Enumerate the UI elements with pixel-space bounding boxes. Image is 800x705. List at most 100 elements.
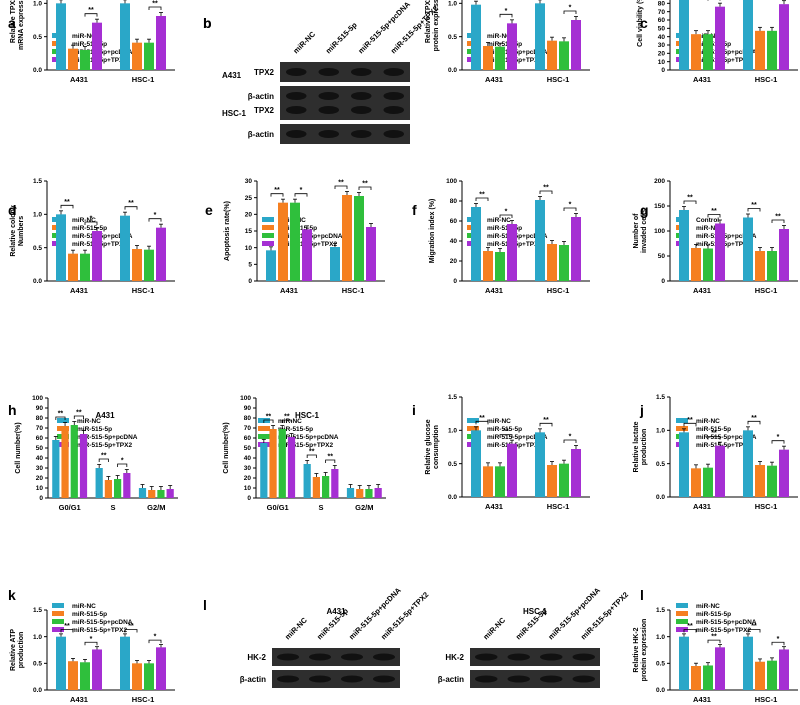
bar [68,253,78,281]
x-tick-label: G2/M [147,503,165,512]
y-tick-label: 100 [32,395,43,402]
sig-bracket [683,200,697,204]
bar [507,224,517,281]
blot-lane-label: miR-515-5p+pcDNA [347,585,403,641]
x-tick-label: A431 [485,286,503,295]
panel-letter-e: e [205,202,213,218]
y-axis-label: Apoptosis rate(%) [224,201,231,261]
y-tick-label: 1.5 [33,607,42,614]
bar [269,429,277,498]
panel-letter-b: b [203,15,212,31]
sig-bracket [499,214,513,218]
sig-bracket [148,218,162,222]
y-axis-label: Relative TPX2 [10,0,17,43]
legend-label: miR-515-5p+pcDNA [696,619,757,626]
blot-strip [470,648,600,666]
y-tick-label: 80 [244,415,252,422]
y-tick-label: 80 [658,1,666,8]
bar [374,488,382,498]
sig-bracket [73,415,84,419]
x-tick-label: A431 [280,286,298,295]
bar [779,449,789,497]
sig-label: * [569,5,572,12]
panel-letter-d: d [8,202,17,218]
bar [156,647,166,690]
y-tick-label: 20 [244,475,252,482]
bar [342,195,352,281]
legend-label: miR-515-5p [72,225,107,232]
bar [755,465,765,497]
blot-strip [470,670,600,688]
legend-label: miR-515-5p+pcDNA [487,49,548,56]
y-tick-label: 80 [36,415,44,422]
y-tick-label: 0 [248,278,252,285]
blot-row-label: HK-2 [445,653,464,662]
legend-label: miR-NC [487,33,511,40]
blot-band [383,130,404,138]
sig-label: * [505,209,508,216]
sig-label: ** [543,417,549,424]
legend-label: miR-515-5p+pcDNA [282,233,343,240]
sig-label: ** [362,181,368,188]
y-tick-label: 1.5 [656,394,665,401]
blot-row-label: β-actin [248,92,274,101]
blot-band [286,130,307,138]
y-tick-label: 0.0 [656,687,665,694]
chart-panel-d: dmiR-NCmiR-515-5pmiR-515-5p+pcDNAmiR-515… [8,178,175,295]
legend-label: miR-515-5p [696,611,731,618]
bar [471,207,481,281]
blot-strip [280,124,410,144]
sig-bracket [747,629,761,633]
blot-band [383,92,404,100]
legend-label: miR-515-5p+pcDNA [72,49,133,56]
legend-swatch [467,426,479,431]
bar [715,223,725,281]
sig-label: ** [152,1,158,8]
blot-lane-label: miR-NC [283,615,309,641]
sig-bracket [475,420,489,425]
chart-panel-h1: h A431miR-NCmiR-515-5pmiR-515-5p+pcDNAmiR… [8,395,178,512]
bar [266,250,276,281]
sig-label: ** [266,414,272,421]
blot-lane-label: miR-515-5p [324,20,359,55]
y-tick-label: 1.0 [448,1,457,8]
bar [679,0,689,71]
y-tick-label: 0.5 [656,461,665,468]
x-tick-label: HSC-1 [755,695,778,704]
y-tick-label: 0.0 [448,494,457,501]
y-axis-label: protein expression [641,619,648,682]
sig-bracket [148,639,162,644]
sig-bracket [539,422,553,427]
sig-bracket [263,419,274,423]
sig-bracket [707,0,721,1]
y-tick-label: 0.5 [656,661,665,668]
y-tick-label: 20 [658,51,666,58]
chart-title-h2: HSC-1 [295,411,320,420]
sig-bracket [270,193,284,197]
chart-panel-l: l miR-NCmiR-515-5pmiR-515-5p+pcDNAmiR-515… [633,587,798,704]
y-tick-label: 70 [244,425,252,432]
blot-band [507,675,530,683]
y-tick-label: 30 [244,465,252,472]
y-tick-label: 50 [244,445,252,452]
sig-label: ** [58,411,64,418]
y-axis-label: Cell number(%) [15,422,22,473]
sig-label: ** [687,195,693,202]
bar [156,16,166,70]
legend-swatch [676,627,688,632]
y-tick-label: 40 [36,455,44,462]
y-tick-label: 200 [654,178,665,185]
sig-bracket [117,463,128,467]
blot-band [507,653,530,661]
chart-panel-h2: HSC-1miR-NCmiR-515-5pmiR-515-5p+pcDNAmiR… [223,395,386,512]
blot-band [383,68,404,76]
y-tick-label: 40 [658,34,666,41]
y-tick-label: 0.0 [33,67,42,74]
y-tick-label: 1.0 [448,428,457,435]
y-axis-label: Cell viability (%) [637,0,644,47]
blot-band [373,675,395,683]
y-axis-label: Numbers [18,216,25,246]
bar [703,467,713,497]
